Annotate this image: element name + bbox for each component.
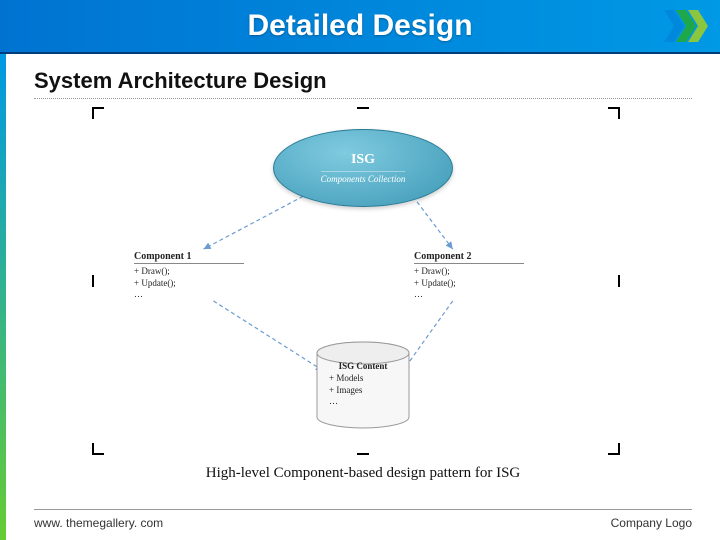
page-title: Detailed Design	[247, 9, 472, 43]
footer-url: www. themegallery. com	[34, 516, 163, 530]
component-2-title: Component 2	[414, 251, 524, 264]
cylinder-line: + Models	[313, 373, 413, 385]
section-subtitle: System Architecture Design	[34, 68, 692, 99]
cylinder-title: ISG Content	[313, 361, 413, 371]
component-1-title: Component 1	[134, 251, 244, 264]
component-line: + Update();	[414, 278, 524, 290]
cylinder-text: ISG Content + Models + Images …	[313, 361, 413, 408]
cylinder-line: + Images	[313, 385, 413, 397]
content-cylinder: ISG Content + Models + Images …	[313, 341, 413, 429]
component-line: …	[134, 289, 244, 301]
isg-title: ISG	[351, 152, 375, 168]
header-bar: Detailed Design	[0, 0, 720, 54]
cylinder-line: …	[313, 396, 413, 408]
isg-node: ISG Components Collection	[273, 129, 453, 207]
component-line: …	[414, 289, 524, 301]
footer: www. themegallery. com Company Logo	[34, 509, 692, 530]
component-2-box: Component 2 + Draw(); + Update(); …	[414, 251, 524, 301]
footer-company: Company Logo	[611, 516, 692, 530]
content-area: System Architecture Design ISG	[6, 54, 720, 540]
component-1-box: Component 1 + Draw(); + Update(); …	[134, 251, 244, 301]
isg-subtitle: Components Collection	[321, 171, 406, 184]
diagram-caption: High-level Component-based design patter…	[34, 465, 692, 482]
component-line: + Draw();	[414, 266, 524, 278]
diagram-area: ISG Components Collection Component 1 + …	[34, 101, 692, 461]
component-line: + Draw();	[134, 266, 244, 278]
component-line: + Update();	[134, 278, 244, 290]
header-arrows-icon	[664, 6, 712, 46]
